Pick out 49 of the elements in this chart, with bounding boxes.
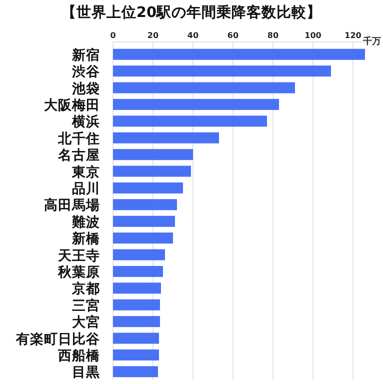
bar bbox=[113, 149, 193, 160]
y-tick-label: 秋葉原 bbox=[57, 264, 100, 280]
bar bbox=[113, 66, 331, 77]
bar bbox=[113, 316, 160, 328]
x-axis-title: 千万 bbox=[362, 36, 381, 47]
y-tick-label: 池袋 bbox=[71, 80, 100, 97]
bar bbox=[113, 132, 219, 144]
y-tick-label: 大阪梅田 bbox=[44, 97, 100, 114]
bar bbox=[113, 166, 191, 177]
bar bbox=[113, 216, 175, 227]
bar bbox=[113, 249, 165, 260]
y-tick-label: 三宮 bbox=[72, 296, 100, 314]
y-tick-label: 京都 bbox=[71, 280, 100, 298]
y-tick-label: 北千住 bbox=[57, 130, 100, 147]
x-tick-label: 120 bbox=[344, 31, 362, 40]
bar bbox=[113, 349, 159, 360]
bar bbox=[113, 199, 177, 210]
x-tick-label: 40 bbox=[187, 31, 199, 40]
x-tick-label: 20 bbox=[147, 31, 159, 40]
bar bbox=[113, 182, 183, 194]
y-tick-label: 目黒 bbox=[72, 364, 101, 381]
y-tick-label: 高田馬場 bbox=[44, 196, 100, 214]
y-tick-label: 大宮 bbox=[72, 314, 100, 331]
y-tick-label: 東京 bbox=[71, 163, 100, 180]
x-tick-label: 80 bbox=[267, 31, 279, 40]
x-tick-label: 60 bbox=[227, 31, 239, 40]
y-tick-label: 品川 bbox=[72, 180, 100, 197]
bar bbox=[113, 366, 158, 378]
x-tick-label: 0 bbox=[110, 31, 116, 40]
y-tick-label: 有楽町日比谷 bbox=[15, 331, 101, 348]
bar bbox=[113, 48, 365, 60]
y-tick-label: 西船橋 bbox=[57, 348, 101, 364]
bar bbox=[113, 82, 295, 94]
bar bbox=[113, 232, 173, 244]
bar bbox=[113, 266, 163, 277]
y-tick-label: 新宿 bbox=[71, 46, 100, 64]
chart-title: 【世界上位20駅の年間乗降客数比較】 bbox=[61, 3, 322, 21]
y-tick-label: 難波 bbox=[71, 214, 100, 230]
bar bbox=[113, 98, 279, 110]
y-tick-label: 横浜 bbox=[71, 114, 100, 130]
bar bbox=[113, 299, 160, 310]
y-tick-label: 名古屋 bbox=[57, 148, 100, 164]
y-tick-label: 新橋 bbox=[71, 230, 101, 248]
y-tick-label: 渋谷 bbox=[71, 64, 101, 80]
y-tick-label: 天王寺 bbox=[57, 248, 100, 264]
bar bbox=[113, 282, 161, 294]
bar bbox=[113, 332, 159, 344]
x-tick-label: 100 bbox=[304, 31, 322, 40]
bar bbox=[113, 116, 267, 127]
